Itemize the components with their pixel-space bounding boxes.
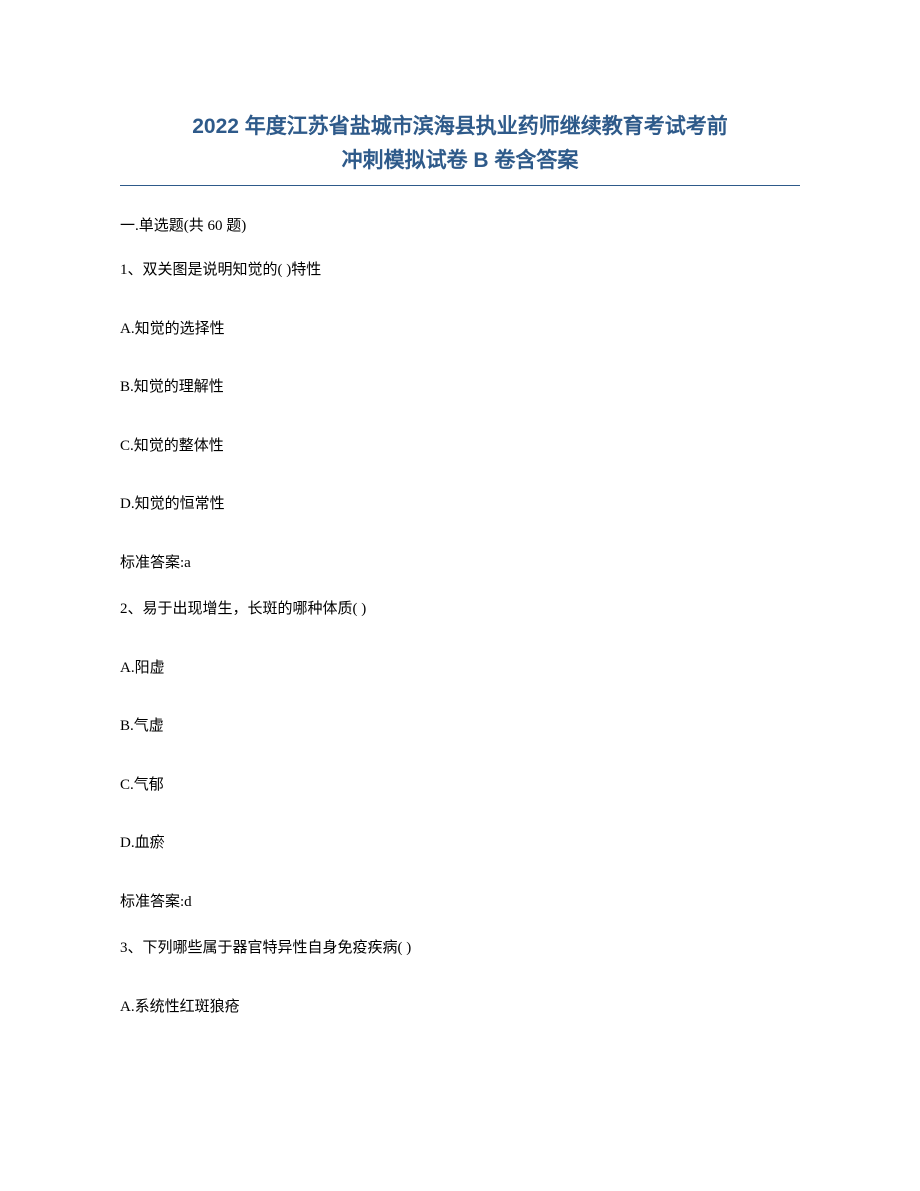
title-line-1: 2022 年度江苏省盐城市滨海县执业药师继续教育考试考前 xyxy=(120,110,800,144)
section-heading: 一.单选题(共 60 题) xyxy=(120,214,800,235)
answer-label: 标准答案:d xyxy=(120,891,800,914)
question-3: 3、下列哪些属于器官特异性自身免疫疾病( ) A.系统性红斑狼疮 xyxy=(120,937,800,1018)
title-divider xyxy=(120,185,800,186)
option-d: D.血瘀 xyxy=(120,832,800,855)
option-a: A.知觉的选择性 xyxy=(120,318,800,341)
question-prompt: 2、易于出现增生，长斑的哪种体质( ) xyxy=(120,598,800,621)
option-c: C.气郁 xyxy=(120,774,800,797)
question-prompt: 1、双关图是说明知觉的( )特性 xyxy=(120,259,800,282)
option-a: A.系统性红斑狼疮 xyxy=(120,996,800,1019)
option-c: C.知觉的整体性 xyxy=(120,435,800,458)
answer-label: 标准答案:a xyxy=(120,552,800,575)
option-a: A.阳虚 xyxy=(120,657,800,680)
title-line-2: 冲刺模拟试卷 B 卷含答案 xyxy=(120,144,800,178)
question-2: 2、易于出现增生，长斑的哪种体质( ) A.阳虚 B.气虚 C.气郁 D.血瘀 … xyxy=(120,598,800,913)
option-d: D.知觉的恒常性 xyxy=(120,493,800,516)
question-1: 1、双关图是说明知觉的( )特性 A.知觉的选择性 B.知觉的理解性 C.知觉的… xyxy=(120,259,800,574)
title-container: 2022 年度江苏省盐城市滨海县执业药师继续教育考试考前 冲刺模拟试卷 B 卷含… xyxy=(120,110,800,177)
option-b: B.知觉的理解性 xyxy=(120,376,800,399)
question-prompt: 3、下列哪些属于器官特异性自身免疫疾病( ) xyxy=(120,937,800,960)
option-b: B.气虚 xyxy=(120,715,800,738)
